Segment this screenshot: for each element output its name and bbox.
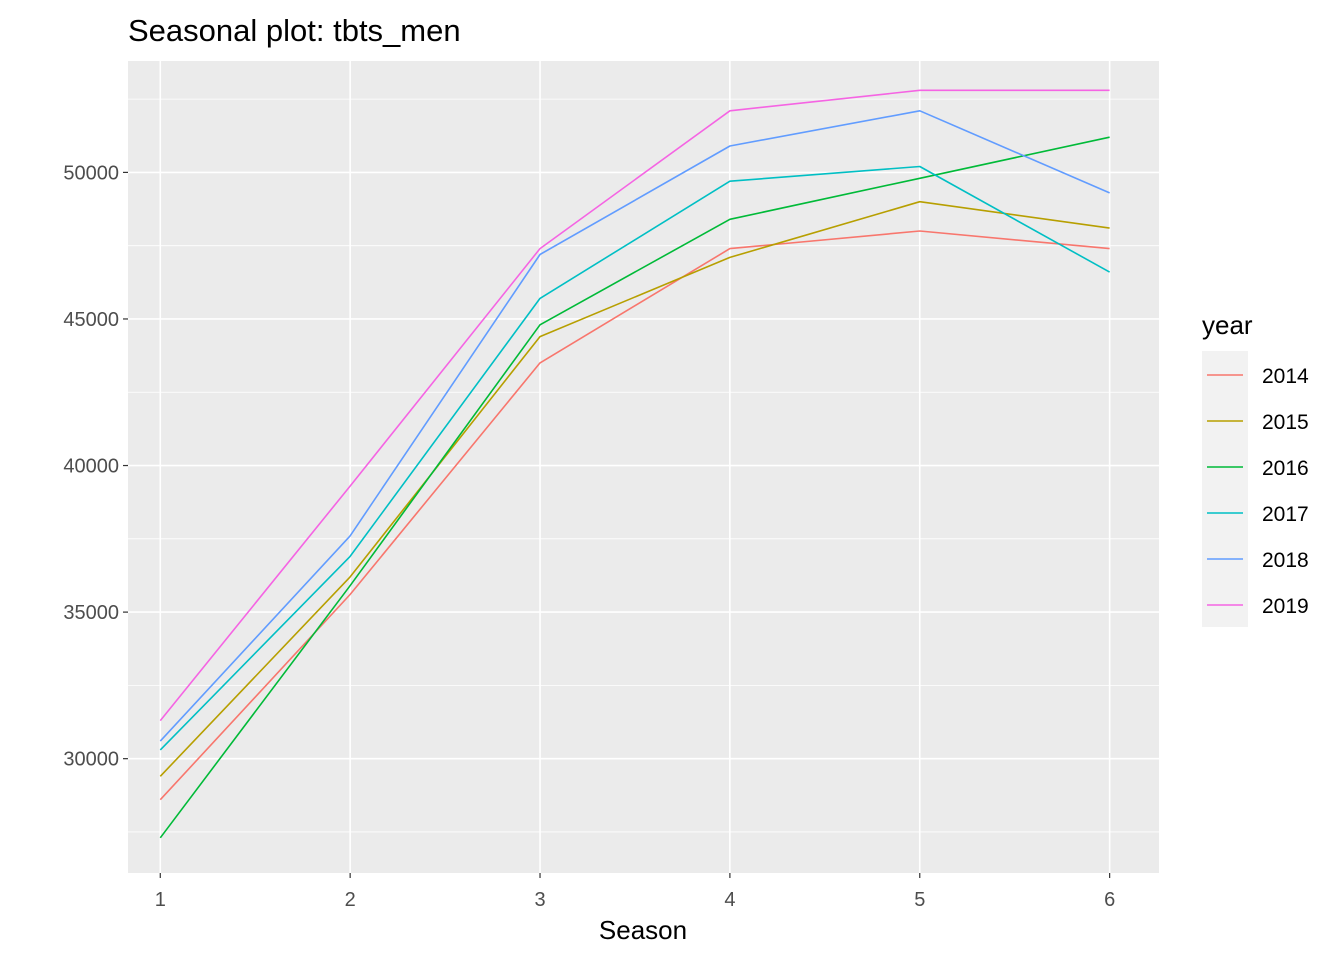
x-tick-label: 5 [914,889,925,911]
x-tick-label: 2 [345,889,356,911]
minor-gridlines [128,98,1159,833]
chart-title: Seasonal plot: tbts_men [128,13,461,48]
legend-item-2016: 2016 [1207,457,1309,480]
y-axis: 30000 35000 40000 45000 50000 [63,162,128,771]
legend-title: year [1202,310,1253,340]
x-tick-label: 6 [1104,889,1115,911]
y-tick-label: 35000 [63,602,119,624]
legend-item-2015: 2015 [1207,411,1309,434]
legend-label: 2018 [1262,549,1309,572]
series-line-2015 [159,200,1110,777]
major-gridlines [128,61,1159,873]
series-line-2018 [159,110,1110,742]
series-line-2019 [159,89,1110,722]
x-axis: 1 2 3 4 5 6 [155,873,1115,911]
legend-key-background [1202,351,1248,627]
x-tick-label: 4 [724,889,735,911]
plot-panel [128,61,1159,873]
y-tick-label: 50000 [63,162,119,184]
x-axis-title: Season [599,915,687,945]
legend-item-2017: 2017 [1207,503,1309,526]
legend-label: 2014 [1262,365,1309,388]
series-lines [159,89,1110,839]
legend-label: 2016 [1262,457,1309,480]
series-line-2017 [159,165,1110,751]
legend-item-2019: 2019 [1207,595,1309,618]
legend-label: 2019 [1262,595,1309,618]
series-line-2016 [159,136,1110,839]
y-tick-label: 30000 [63,749,119,771]
x-tick-label: 3 [534,889,545,911]
legend-label: 2017 [1262,503,1309,526]
legend: year 2014 2015 2016 2017 2018 2019 [1202,310,1309,627]
legend-label: 2015 [1262,411,1309,434]
legend-item-2014: 2014 [1207,365,1309,388]
y-tick-label: 45000 [63,309,119,331]
y-tick-label: 40000 [63,456,119,478]
legend-item-2018: 2018 [1207,549,1309,572]
x-tick-label: 1 [155,889,166,911]
